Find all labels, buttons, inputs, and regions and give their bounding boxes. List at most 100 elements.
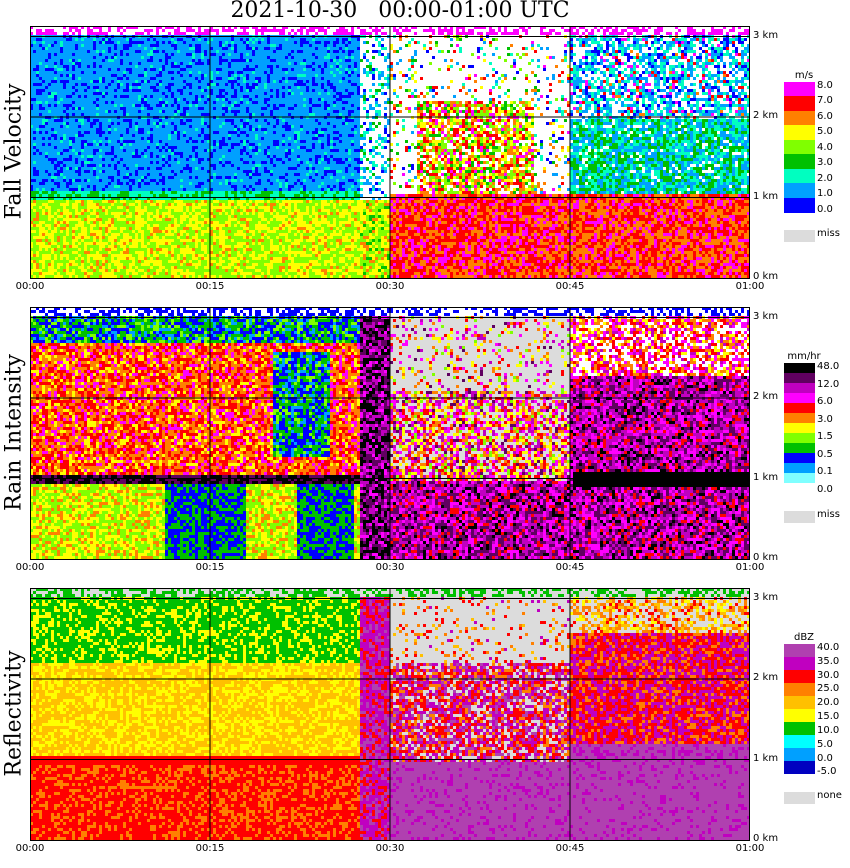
time-tick-label: 01:00 <box>736 281 765 292</box>
legend-label: 35.0 <box>817 656 839 667</box>
height-tick-label: 3 km <box>753 592 778 603</box>
legend-label: 20.0 <box>817 697 839 708</box>
legend-label: 2.0 <box>817 173 833 184</box>
panel-ylabel-rain-intensity: Rain Intensity <box>2 332 27 532</box>
height-tick-label: 0 km <box>753 833 778 844</box>
legend-swatch <box>784 657 815 670</box>
legend-swatch <box>784 403 815 413</box>
height-tick-label: 1 km <box>753 472 778 483</box>
legend-swatch <box>784 453 815 463</box>
height-tick-label: 2 km <box>753 391 778 402</box>
time-tick-label: 00:30 <box>376 281 405 292</box>
legend-label: 10.0 <box>817 725 839 736</box>
legend-swatch <box>784 722 815 735</box>
time-tick-label: 00:15 <box>196 562 225 573</box>
time-tick-label: 00:30 <box>376 843 405 854</box>
legend-unit-rain-intensity: mm/hr <box>784 351 824 362</box>
legend-swatch <box>784 393 815 403</box>
legend-swatch <box>784 748 815 761</box>
legend-swatch <box>784 443 815 453</box>
heatmap-fall-velocity <box>30 26 750 279</box>
heatmap-reflectivity <box>30 588 750 841</box>
heatmap-rain-intensity <box>30 307 750 560</box>
legend-label: 6.0 <box>817 396 833 407</box>
legend-swatch <box>784 709 815 722</box>
legend-label: 7.0 <box>817 95 833 106</box>
panel-ylabel-reflectivity: Reflectivity <box>2 613 27 813</box>
legend-swatch <box>784 683 815 696</box>
legend-swatch <box>784 483 815 493</box>
legend-label: 25.0 <box>817 683 839 694</box>
grid-rain-intensity <box>30 307 750 560</box>
legend-label: 1.0 <box>817 188 833 199</box>
time-tick-label: 00:00 <box>16 281 45 292</box>
legend-label: 0.1 <box>817 466 833 477</box>
legend-label: 3.0 <box>817 157 833 168</box>
legend-label: 5.0 <box>817 739 833 750</box>
legend-label: 30.0 <box>817 670 839 681</box>
time-tick-label: 00:15 <box>196 281 225 292</box>
legend-swatch <box>784 139 815 155</box>
legend-label: 0.0 <box>817 204 833 215</box>
legend-swatch <box>784 423 815 433</box>
legend-swatch <box>784 644 815 657</box>
time-tick-label: 00:45 <box>556 562 585 573</box>
legend-swatch <box>784 735 815 748</box>
legend-unit-reflectivity: dBZ <box>784 632 824 643</box>
legend-missing-label: none <box>817 790 842 801</box>
legend-missing-label: miss <box>817 509 840 520</box>
legend-label: 3.0 <box>817 414 833 425</box>
legend-swatch <box>784 463 815 473</box>
plot-reflectivity <box>30 588 750 841</box>
panel-ylabel-fall-velocity: Fall Velocity <box>2 51 27 251</box>
height-tick-label: 0 km <box>753 552 778 563</box>
legend-swatch <box>784 183 815 199</box>
legend-swatch <box>784 96 815 112</box>
height-tick-label: 2 km <box>753 672 778 683</box>
time-tick-label: 00:45 <box>556 281 585 292</box>
height-tick-label: 3 km <box>753 311 778 322</box>
legend-swatch <box>784 383 815 393</box>
height-tick-label: 3 km <box>753 30 778 41</box>
time-tick-label: 00:15 <box>196 843 225 854</box>
time-tick-label: 00:00 <box>16 562 45 573</box>
legend-label: 15.0 <box>817 711 839 722</box>
plot-border <box>30 588 750 841</box>
legend-label: 48.0 <box>817 361 839 372</box>
legend-swatch <box>784 197 815 213</box>
legend-swatch <box>784 125 815 141</box>
legend-swatch <box>784 761 815 774</box>
legend-missing-swatch <box>784 792 815 804</box>
legend-label: 6.0 <box>817 111 833 122</box>
legend-swatch <box>784 433 815 443</box>
grid-fall-velocity <box>30 26 750 279</box>
legend-swatch <box>784 413 815 423</box>
time-tick-label: 01:00 <box>736 562 765 573</box>
legend-label: 5.0 <box>817 126 833 137</box>
legend-label: 4.0 <box>817 142 833 153</box>
legend-swatch <box>784 363 815 373</box>
legend-swatch <box>784 110 815 126</box>
legend-swatch <box>784 168 815 184</box>
legend-label: 12.0 <box>817 379 839 390</box>
legend-label: -5.0 <box>817 766 837 777</box>
legend-swatch <box>784 473 815 483</box>
legend-label: 0.0 <box>817 753 833 764</box>
time-tick-label: 00:00 <box>16 843 45 854</box>
legend-label: 1.5 <box>817 431 833 442</box>
legend-missing-swatch <box>784 230 815 242</box>
figure-title: 2021-10-30 00:00-01:00 UTC <box>0 0 800 23</box>
height-tick-label: 2 km <box>753 110 778 121</box>
height-tick-label: 1 km <box>753 191 778 202</box>
height-tick-label: 0 km <box>753 271 778 282</box>
legend-label: 0.0 <box>817 484 833 495</box>
legend-label: 0.5 <box>817 449 833 460</box>
legend-swatch <box>784 154 815 170</box>
time-tick-label: 00:45 <box>556 843 585 854</box>
legend-swatch <box>784 696 815 709</box>
legend-missing-label: miss <box>817 228 840 239</box>
legend-swatch <box>784 670 815 683</box>
time-tick-label: 01:00 <box>736 843 765 854</box>
legend-label: 40.0 <box>817 642 839 653</box>
